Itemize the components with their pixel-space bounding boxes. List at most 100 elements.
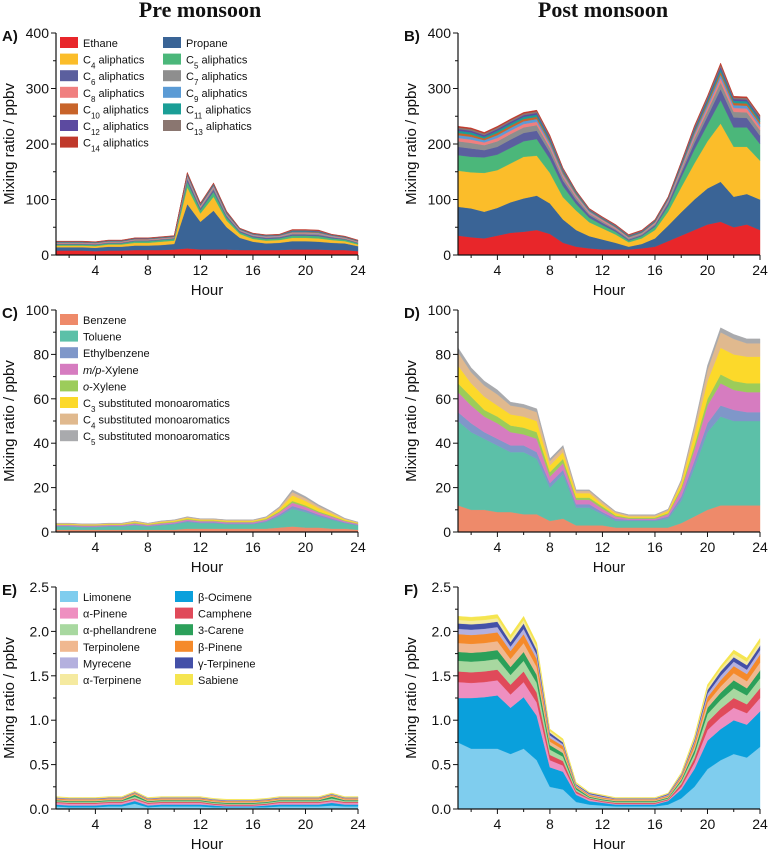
y-tick-label: 1.5 [30,668,50,684]
x-axis-label: Hour [593,836,626,850]
x-tick-label: 16 [647,816,663,832]
x-tick-label: 4 [91,816,99,832]
legend-swatch-m-p-xylene [60,363,78,375]
x-tick-label: 16 [245,262,261,278]
legend-swatch-c11-aliphatics [163,103,181,115]
area-layers [457,62,761,256]
legend-label-benzene: Benzene [83,315,126,327]
x-tick-label: 12 [193,262,209,278]
y-tick-label: 1.0 [30,712,50,728]
panel-letter: F) [404,582,418,599]
legend-swatch-myrecene [60,657,78,669]
legend-swatch-terpinene [175,657,193,669]
legend-label-myrecene: Myrecene [83,658,131,670]
legend-label-phellandrene: α-phellandrene [83,625,157,637]
legend-swatch-propane [163,37,181,48]
x-tick-label: 12 [595,816,611,832]
legend: Benzene Toluene Ethylbenzene m/p-Xylene o-Xy… [60,314,230,447]
x-tick-label: 24 [350,816,366,832]
y-axis-label: Mixing ratio / ppbv [403,83,420,205]
y-tick-label: 2.0 [432,623,452,639]
y-tick-label: 60 [435,391,451,407]
y-tick-label: 0.0 [432,801,452,817]
legend-swatch-terpinene [60,674,78,685]
area-layers [55,171,359,256]
legend-label-c12-aliphatics: C12 aliphatics [83,121,149,137]
area-series-sabiene [55,791,359,800]
x-axis-label: Hour [593,559,626,576]
x-tick-label: 20 [298,262,314,278]
legend-label-pinene: β-Pinene [198,642,242,654]
y-axis-label: Mixing ratio / ppbv [1,637,18,759]
x-tick-label: 8 [144,816,152,832]
legend-label-c4-substituted-monoaromatics: C4 substituted monoaromatics [83,415,230,431]
x-tick-label: 8 [144,539,152,555]
x-tick-label: 16 [245,539,261,555]
legend-label-camphene: Camphene [198,609,252,621]
legend-label-c14-aliphatics: C14 aliphatics [83,138,149,154]
chart-panel-e: 0.0 0.5 1.0 1.5 2.0 2.5 4 8 12 16 20 24 Hour Mixing r… [1,579,366,850]
y-tick-label: 0 [443,524,451,540]
legend-swatch-3-carene [175,624,193,636]
x-tick-label: 4 [91,539,99,555]
x-tick-label: 12 [193,539,209,555]
x-tick-label: 24 [752,816,768,832]
x-tick-label: 4 [493,539,501,555]
y-tick-label: 300 [26,81,50,97]
y-tick-label: 2.5 [30,579,50,595]
y-tick-label: 2.0 [30,623,50,639]
x-tick-label: 24 [752,262,768,278]
legend-label-c5-aliphatics: C5 aliphatics [186,55,248,71]
x-tick-label: 8 [546,816,554,832]
x-tick-label: 16 [647,262,663,278]
x-tick-label: 12 [595,262,611,278]
y-tick-label: 0.5 [432,757,452,773]
legend-label-toluene: Toluene [83,332,122,344]
y-axis-label: Mixing ratio / ppbv [403,360,420,482]
x-tick-label: 20 [298,539,314,555]
x-tick-label: 16 [245,816,261,832]
column-title-post-monsoon: Post monsoon [538,0,668,22]
legend-swatch-c5-substituted-monoaromatics [60,430,78,442]
y-tick-label: 300 [428,81,452,97]
x-tick-label: 4 [91,262,99,278]
legend-swatch-toluene [60,330,78,342]
legend-label-c9-aliphatics: C9 aliphatics [186,88,248,104]
x-tick-label: 12 [595,539,611,555]
x-tick-label: 12 [193,816,209,832]
area-layers [457,614,761,810]
panel-letter: B) [404,28,420,45]
x-tick-label: 20 [298,816,314,832]
legend-swatch-c7-aliphatics [163,70,181,82]
area-layers [55,791,359,810]
legend-swatch-c13-aliphatics [163,120,181,131]
legend-swatch-benzene [60,314,78,325]
legend-label-c11-aliphatics: C11 aliphatics [186,104,252,120]
y-tick-label: 100 [26,302,50,318]
panel-letter: D) [404,305,420,322]
y-axis-label: Mixing ratio / ppbv [1,83,18,205]
x-tick-label: 24 [350,262,366,278]
legend-swatch-c6-aliphatics [60,70,78,82]
legend-label-c6-aliphatics: C6 aliphatics [83,71,145,87]
legend-swatch-ethylbenzene [60,347,78,359]
y-tick-label: 80 [33,346,49,362]
y-axis-label: Mixing ratio / ppbv [403,637,420,759]
legend-label-terpinene: α-Terpinene [83,675,141,687]
y-tick-label: 200 [26,136,50,152]
y-tick-label: 80 [435,346,451,362]
legend-label-ocimene: β-Ocimene [198,592,252,604]
legend-label-propane: Propane [186,38,228,50]
x-axis-label: Hour [593,282,626,299]
y-tick-label: 2.5 [432,579,452,595]
y-tick-label: 0 [41,247,49,263]
legend-swatch-sabiene [175,674,193,685]
legend-swatch-ethane [60,37,78,48]
x-tick-label: 4 [493,262,501,278]
x-tick-label: 24 [350,539,366,555]
y-tick-label: 100 [428,192,452,208]
legend-label-ethane: Ethane [83,38,118,50]
